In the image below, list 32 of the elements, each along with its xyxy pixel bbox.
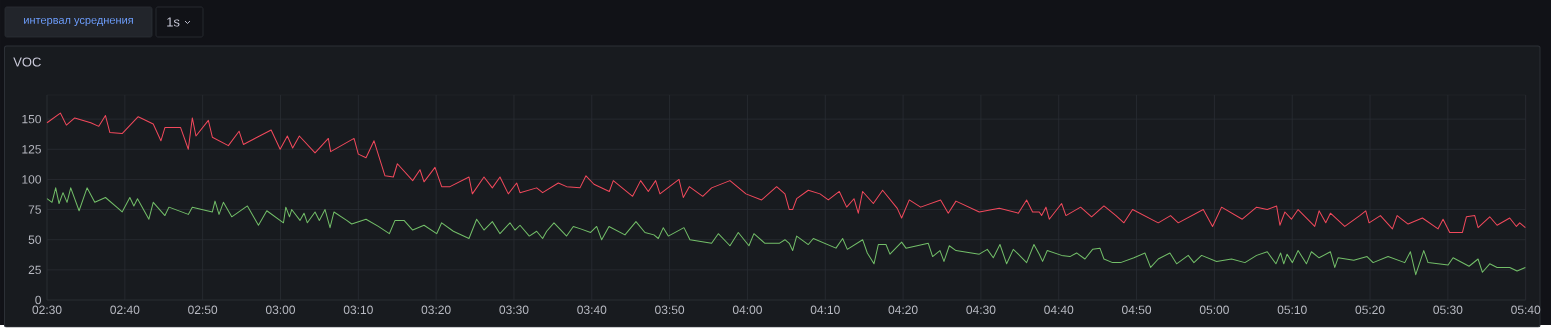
y-tick-label: 75	[28, 205, 41, 214]
text: интервал усреднения	[24, 18, 133, 27]
x-tick-label: 02:30	[32, 305, 62, 315]
line-series	[46, 187, 1526, 276]
x-tick-label: 04:10	[810, 305, 840, 315]
x-tick-label: 03:10	[343, 305, 373, 315]
x-tick-label: 04:40	[1044, 305, 1074, 315]
x-tick-label: 04:50	[1122, 305, 1152, 315]
x-tick-label: 03:30	[499, 305, 529, 315]
y-tick-label: 125	[22, 145, 41, 154]
y-tick-label: 100	[22, 175, 42, 184]
y-tick-label: 0	[35, 296, 42, 305]
y-tick-label: 50	[28, 235, 42, 245]
text: 1s	[167, 17, 180, 27]
x-tick-label: 02:40	[110, 305, 140, 315]
x-tick-label: 04:30	[966, 305, 996, 315]
x-tick-label: 05:10	[1277, 305, 1307, 315]
y-tick-label: 25	[28, 265, 41, 275]
chart-title: VOC	[13, 57, 41, 67]
x-tick-label: 02:50	[188, 305, 218, 315]
x-tick-label: 04:00	[732, 305, 762, 315]
x-tick-label: 05:00	[1199, 305, 1229, 315]
x-tick-label: 03:20	[421, 305, 451, 315]
x-tick-label: 05:20	[1355, 305, 1385, 315]
line-series	[46, 112, 1526, 234]
x-tick-label: 03:00	[265, 305, 296, 315]
x-tick-label: 04:20	[888, 305, 918, 315]
x-tick-label: 03:40	[577, 305, 607, 315]
y-tick-label: 150	[22, 115, 42, 124]
x-tick-label: 05:40	[1511, 305, 1541, 315]
x-tick-label: 03:50	[655, 305, 685, 315]
x-tick-label: 05:30	[1433, 305, 1463, 315]
